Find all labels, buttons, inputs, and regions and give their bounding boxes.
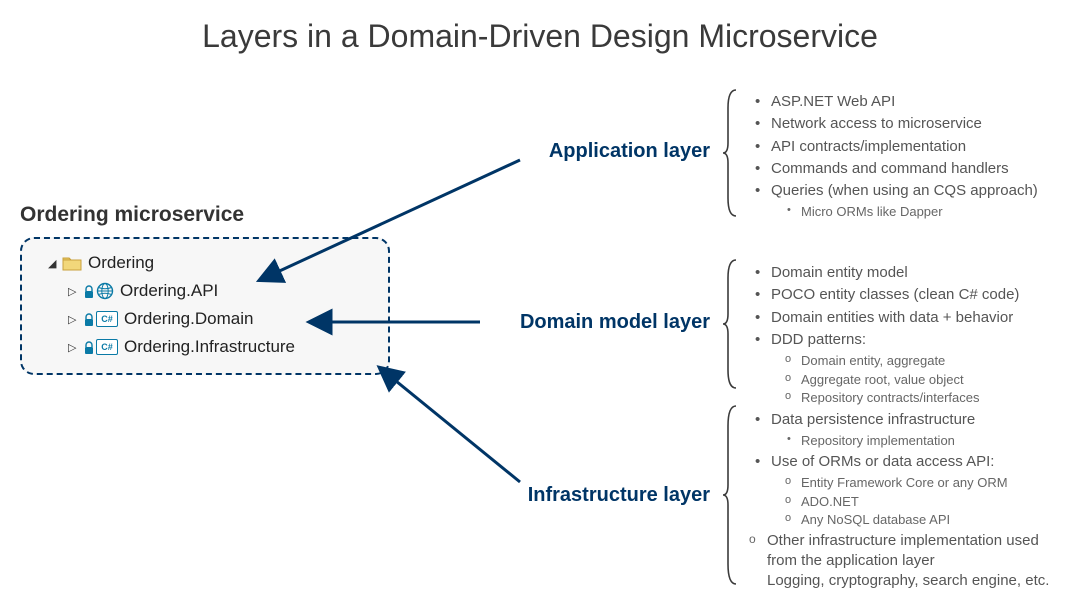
infrastructure-layer-label: Infrastructure layer — [480, 484, 710, 507]
application-layer-label: Application layer — [480, 140, 710, 163]
brace-icon — [722, 404, 740, 586]
lock-icon — [84, 340, 94, 354]
collapse-icon: ▷ — [68, 313, 80, 326]
project-icon-group: C# — [84, 339, 118, 355]
bullet-item: Data persistence infrastructure Reposito… — [755, 410, 1060, 450]
brace-icon — [722, 88, 740, 218]
tree-item-api: ▷ Ordering.API — [68, 277, 374, 305]
bullet-item: ASP.NET Web API — [755, 92, 1060, 112]
globe-icon — [96, 282, 114, 300]
sub-bullet-item: ADO.NET — [771, 493, 1060, 511]
folder-icon — [62, 255, 82, 271]
tree-item-label: Ordering.Infrastructure — [124, 337, 295, 357]
tree-item-label: Ordering.API — [120, 281, 218, 301]
tree-item-domain: ▷ C# Ordering.Domain — [68, 305, 374, 333]
csharp-badge-icon: C# — [96, 311, 118, 327]
application-bullets: ASP.NET Web API Network access to micros… — [755, 92, 1060, 223]
sub-bullet-item: Micro ORMs like Dapper — [771, 203, 1060, 221]
sub-bullet-item: Any NoSQL database API — [771, 511, 1060, 529]
project-icon-group — [84, 282, 114, 300]
bullet-item-loose: Other infrastructure implementation used… — [755, 531, 1060, 592]
sub-bullet-item: Repository contracts/interfaces — [771, 389, 1060, 407]
expand-icon: ◢ — [48, 257, 60, 270]
project-icon-group: C# — [84, 311, 118, 327]
sub-bullet-item: Aggregate root, value object — [771, 371, 1060, 389]
bullet-item: API contracts/implementation — [755, 137, 1060, 157]
tree-root-row: ◢ Ordering — [48, 249, 374, 277]
collapse-icon: ▷ — [68, 285, 80, 298]
bullet-item: Queries (when using an CQS approach) Mic… — [755, 181, 1060, 221]
bullet-item: Domain entities with data + behavior — [755, 308, 1060, 328]
sub-bullet-item: Entity Framework Core or any ORM — [771, 474, 1060, 492]
sub-bullet-item: Domain entity, aggregate — [771, 352, 1060, 370]
domain-layer-label: Domain model layer — [480, 311, 710, 334]
brace-icon — [722, 258, 740, 390]
bullet-item: POCO entity classes (clean C# code) — [755, 285, 1060, 305]
tree-item-label: Ordering.Domain — [124, 309, 253, 329]
lock-icon — [84, 312, 94, 326]
infrastructure-bullets: Data persistence infrastructure Reposito… — [755, 410, 1060, 591]
bullet-item: Use of ORMs or data access API: Entity F… — [755, 452, 1060, 529]
bullet-item: Domain entity model — [755, 263, 1060, 283]
tree-root-label: Ordering — [88, 253, 154, 273]
solution-explorer-box: ◢ Ordering ▷ Ordering.API ▷ C# Ordering.… — [20, 237, 390, 375]
sub-bullet-item: Logging, cryptography, search engine, et… — [767, 571, 1060, 591]
solution-title: Ordering microservice — [20, 203, 244, 227]
page-title: Layers in a Domain-Driven Design Microse… — [0, 18, 1080, 55]
sub-bullet-item: Repository implementation — [771, 432, 1060, 450]
lock-icon — [84, 284, 94, 298]
bullet-item: Network access to microservice — [755, 114, 1060, 134]
arrow-infrastructure — [380, 368, 520, 482]
tree-item-infra: ▷ C# Ordering.Infrastructure — [68, 333, 374, 361]
csharp-badge-icon: C# — [96, 339, 118, 355]
bullet-item: Commands and command handlers — [755, 159, 1060, 179]
collapse-icon: ▷ — [68, 341, 80, 354]
domain-bullets: Domain entity model POCO entity classes … — [755, 263, 1060, 409]
bullet-item: DDD patterns: Domain entity, aggregate A… — [755, 330, 1060, 407]
